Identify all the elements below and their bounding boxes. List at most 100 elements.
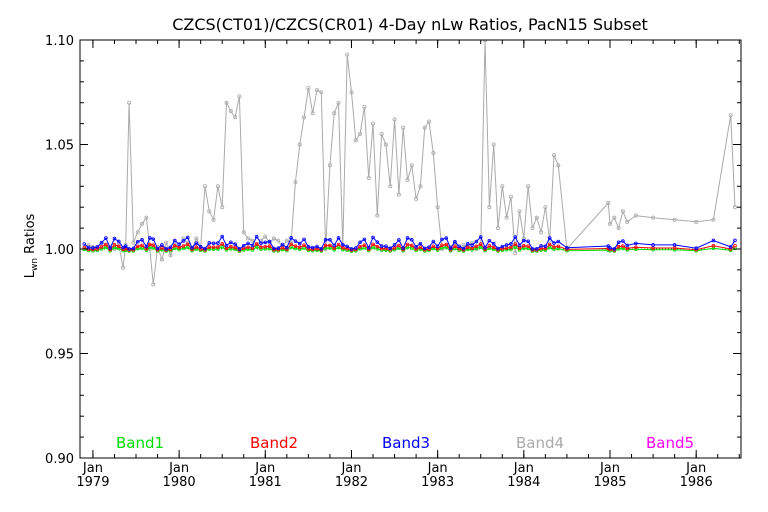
series-point-band4 bbox=[314, 88, 319, 93]
series-point-band3 bbox=[358, 240, 362, 245]
series-point-band1 bbox=[634, 247, 638, 252]
series-point-band3 bbox=[422, 246, 427, 251]
series-point-band4 bbox=[349, 90, 354, 95]
series-point-band3 bbox=[177, 242, 181, 246]
series-point-band3 bbox=[474, 239, 479, 244]
series-point-band1 bbox=[99, 247, 104, 251]
series-point-band4 bbox=[164, 240, 169, 245]
legend-item-band1: Band1 bbox=[116, 434, 164, 452]
series-point-band3 bbox=[539, 244, 543, 248]
series-point-band4 bbox=[297, 142, 302, 147]
series-point-band1 bbox=[509, 247, 513, 252]
series-point-band4 bbox=[625, 219, 630, 224]
series-point-band4 bbox=[131, 240, 136, 245]
series-point-band4 bbox=[375, 213, 380, 218]
series-point-band4 bbox=[358, 132, 363, 137]
series-point-band3 bbox=[345, 244, 349, 249]
series-point-band3 bbox=[651, 243, 655, 247]
y-tick-label: 0.90 bbox=[45, 452, 74, 467]
series-point-band4 bbox=[487, 205, 492, 210]
series-point-band2 bbox=[474, 244, 479, 249]
series-point-band1 bbox=[431, 246, 436, 251]
series-point-band3 bbox=[254, 234, 259, 239]
series-point-band2 bbox=[194, 245, 199, 249]
series-point-band4 bbox=[327, 163, 332, 168]
series-point-band4 bbox=[310, 111, 315, 116]
series-point-band2 bbox=[302, 243, 306, 248]
series-point-band2 bbox=[375, 244, 380, 249]
legend-item-band3: Band3 bbox=[382, 434, 430, 452]
series-point-band2 bbox=[440, 243, 444, 248]
series-point-band2 bbox=[104, 242, 108, 247]
series-point-band1 bbox=[207, 247, 212, 251]
series-point-band3 bbox=[733, 238, 737, 243]
series-point-band2 bbox=[522, 244, 526, 248]
y-tick-label: 1.10 bbox=[45, 34, 74, 49]
series-point-band4 bbox=[151, 282, 156, 287]
series-point-band3 bbox=[250, 243, 255, 248]
series-point-band4 bbox=[504, 215, 509, 220]
series-point-band3 bbox=[198, 245, 203, 249]
series-point-band3 bbox=[168, 245, 173, 250]
series-point-band4 bbox=[215, 184, 220, 189]
series-point-band2 bbox=[371, 242, 375, 247]
series-point-band4 bbox=[513, 251, 518, 256]
series-point-band3 bbox=[375, 240, 380, 245]
series-point-band2 bbox=[500, 247, 505, 251]
series-point-band3 bbox=[414, 244, 418, 249]
series-point-band2 bbox=[457, 246, 461, 251]
series-point-band2 bbox=[397, 243, 401, 248]
series-point-band3 bbox=[491, 242, 496, 246]
series-point-band3 bbox=[310, 245, 315, 250]
series-point-band2 bbox=[135, 244, 140, 249]
series-point-band2 bbox=[246, 245, 250, 250]
series-point-band3 bbox=[246, 241, 250, 246]
series-point-band2 bbox=[306, 247, 311, 251]
series-point-band3 bbox=[504, 243, 509, 247]
series-point-band2 bbox=[229, 244, 233, 249]
series-point-band3 bbox=[285, 245, 289, 250]
series-point-band2 bbox=[427, 247, 431, 251]
series-point-band3 bbox=[172, 238, 177, 243]
series-point-band4 bbox=[418, 184, 423, 189]
series-point-band3 bbox=[349, 247, 354, 251]
series-point-band4 bbox=[246, 236, 251, 241]
series-point-band4 bbox=[353, 138, 358, 143]
series-point-band3 bbox=[513, 235, 518, 239]
series-point-band4 bbox=[620, 209, 625, 214]
x-tick-label-year: 1985 bbox=[593, 475, 626, 490]
series-point-band3 bbox=[728, 245, 733, 249]
series-point-band2 bbox=[112, 243, 117, 247]
series-point-band4 bbox=[530, 226, 535, 231]
series-point-band4 bbox=[345, 52, 350, 57]
series-point-band4 bbox=[241, 230, 246, 235]
series-point-band3 bbox=[306, 245, 311, 249]
series-point-band3 bbox=[427, 245, 431, 249]
series-point-band2 bbox=[254, 242, 259, 246]
series-point-band2 bbox=[466, 245, 470, 250]
series-point-band4 bbox=[271, 236, 276, 241]
series-point-band3 bbox=[155, 246, 160, 251]
series-point-band2 bbox=[509, 245, 513, 250]
series-point-band3 bbox=[341, 242, 345, 247]
series-point-band3 bbox=[466, 242, 470, 246]
series-point-band3 bbox=[694, 246, 698, 251]
series-point-band3 bbox=[565, 245, 569, 250]
series-point-band3 bbox=[384, 244, 388, 248]
series-point-band1 bbox=[267, 246, 272, 251]
series-point-band2 bbox=[233, 245, 237, 250]
series-point-band3 bbox=[194, 241, 199, 245]
series-point-band3 bbox=[496, 246, 500, 251]
series-point-band1 bbox=[246, 247, 250, 252]
series-point-band3 bbox=[315, 244, 319, 249]
series-point-band3 bbox=[431, 239, 436, 244]
series-point-band3 bbox=[534, 246, 539, 251]
series-point-band2 bbox=[409, 243, 414, 248]
legend-item-band2: Band2 bbox=[250, 434, 298, 452]
series-point-band3 bbox=[116, 239, 121, 244]
series-point-band2 bbox=[323, 243, 328, 248]
series-point-band4 bbox=[388, 184, 393, 189]
series-point-band3 bbox=[82, 242, 87, 246]
series-point-band4 bbox=[233, 115, 238, 120]
series-point-band3 bbox=[530, 247, 535, 251]
